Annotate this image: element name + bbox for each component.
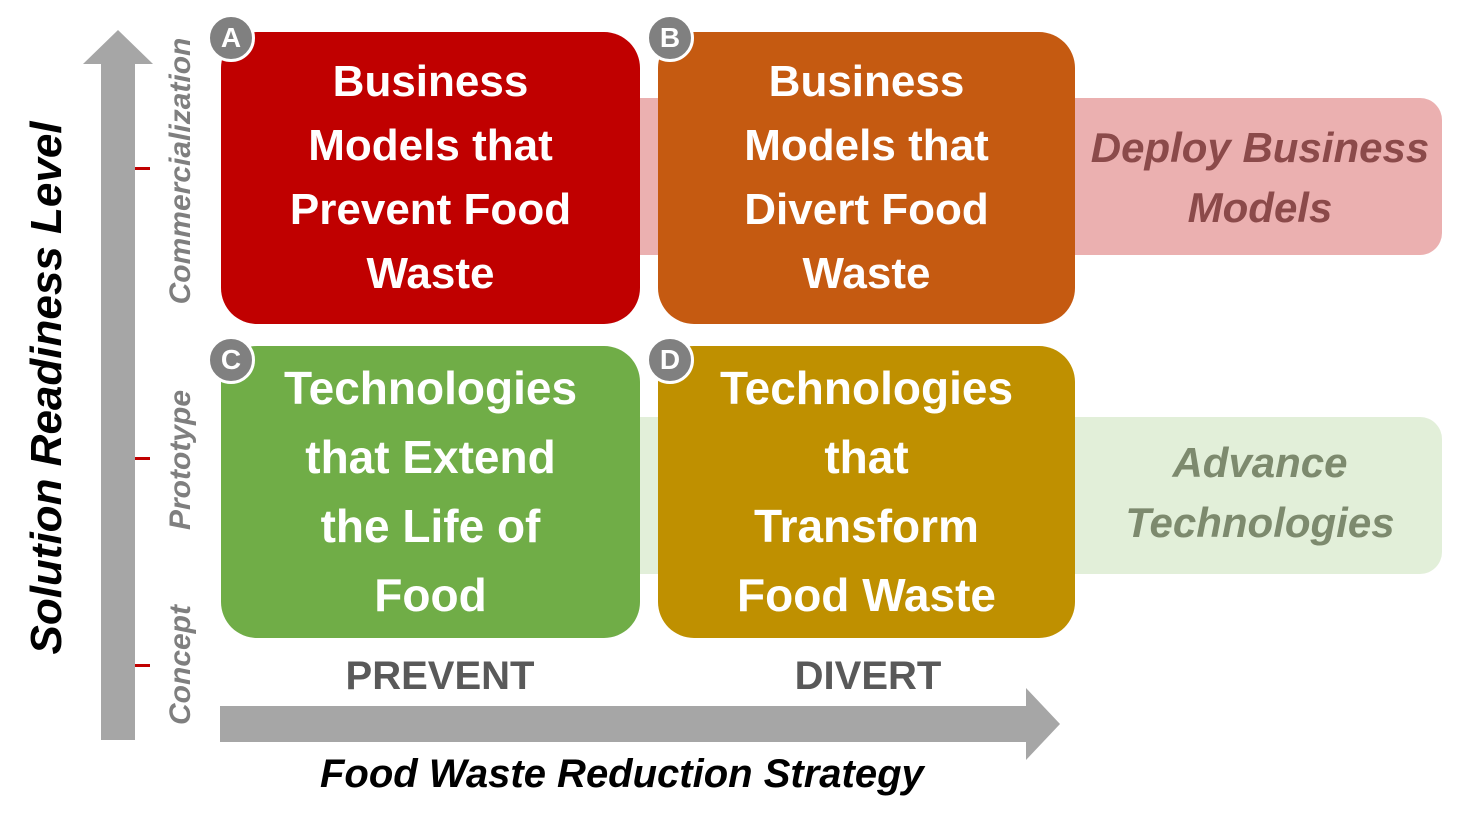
- quadrant-b: Business Models that Divert Food Waste: [658, 32, 1075, 324]
- quadrant-b-line: Divert Food: [744, 185, 989, 234]
- level-commercialization: Commercialization: [164, 37, 197, 305]
- badge-d: D: [646, 336, 694, 384]
- column-label-prevent: PREVENT: [345, 654, 535, 698]
- quadrant-a-line: Models that: [308, 121, 553, 170]
- x-axis-arrow-shaft: [220, 706, 1028, 742]
- quadrant-c-line: the Life of: [320, 500, 541, 552]
- quadrant-b-line: Business: [768, 57, 965, 106]
- quadrant-d-line: Technologies: [719, 362, 1014, 414]
- quadrant-a-line: Business: [332, 57, 529, 106]
- y-axis-arrow-head: [83, 30, 153, 64]
- y-axis-title: Solution Readiness Level: [22, 121, 71, 655]
- badge-c: C: [207, 336, 255, 384]
- quadrant-c-line: that Extend: [305, 431, 556, 483]
- quadrant-b-line: Models that: [744, 121, 989, 170]
- quadrant-b-line: Waste: [802, 249, 931, 298]
- quadrant-c-line: Food: [374, 569, 487, 621]
- level-prototype: Prototype: [164, 389, 197, 531]
- column-label-divert: DIVERT: [794, 654, 942, 698]
- level-concept: Concept: [164, 605, 197, 725]
- quadrant-a-line: Prevent Food: [289, 185, 572, 234]
- quadrant-c-line: Technologies: [283, 362, 578, 414]
- y-tick-commercialization: [135, 167, 150, 170]
- deploy-band-label: Deploy Business Models: [1090, 124, 1430, 231]
- quadrant-a-line: Waste: [366, 249, 495, 298]
- x-axis-arrow-head: [1026, 688, 1060, 760]
- quadrant-d: Technologies that Transform Food Waste: [658, 346, 1075, 638]
- badge-b: B: [646, 14, 694, 62]
- quadrant-d-line: Transform: [754, 500, 979, 552]
- y-axis-arrow-shaft: [101, 62, 135, 740]
- quadrant-c: Technologies that Extend the Life of Foo…: [221, 346, 640, 638]
- x-axis-title: Food Waste Reduction Strategy: [320, 752, 924, 796]
- advance-band-label: Advance Technologies: [1125, 439, 1395, 546]
- quadrant-d-line: Food Waste: [737, 569, 996, 621]
- y-tick-prototype: [135, 457, 150, 460]
- y-tick-concept: [135, 664, 150, 667]
- quadrant-a: Business Models that Prevent Food Waste: [221, 32, 640, 324]
- quadrant-d-line: that: [824, 431, 909, 483]
- badge-a: A: [207, 14, 255, 62]
